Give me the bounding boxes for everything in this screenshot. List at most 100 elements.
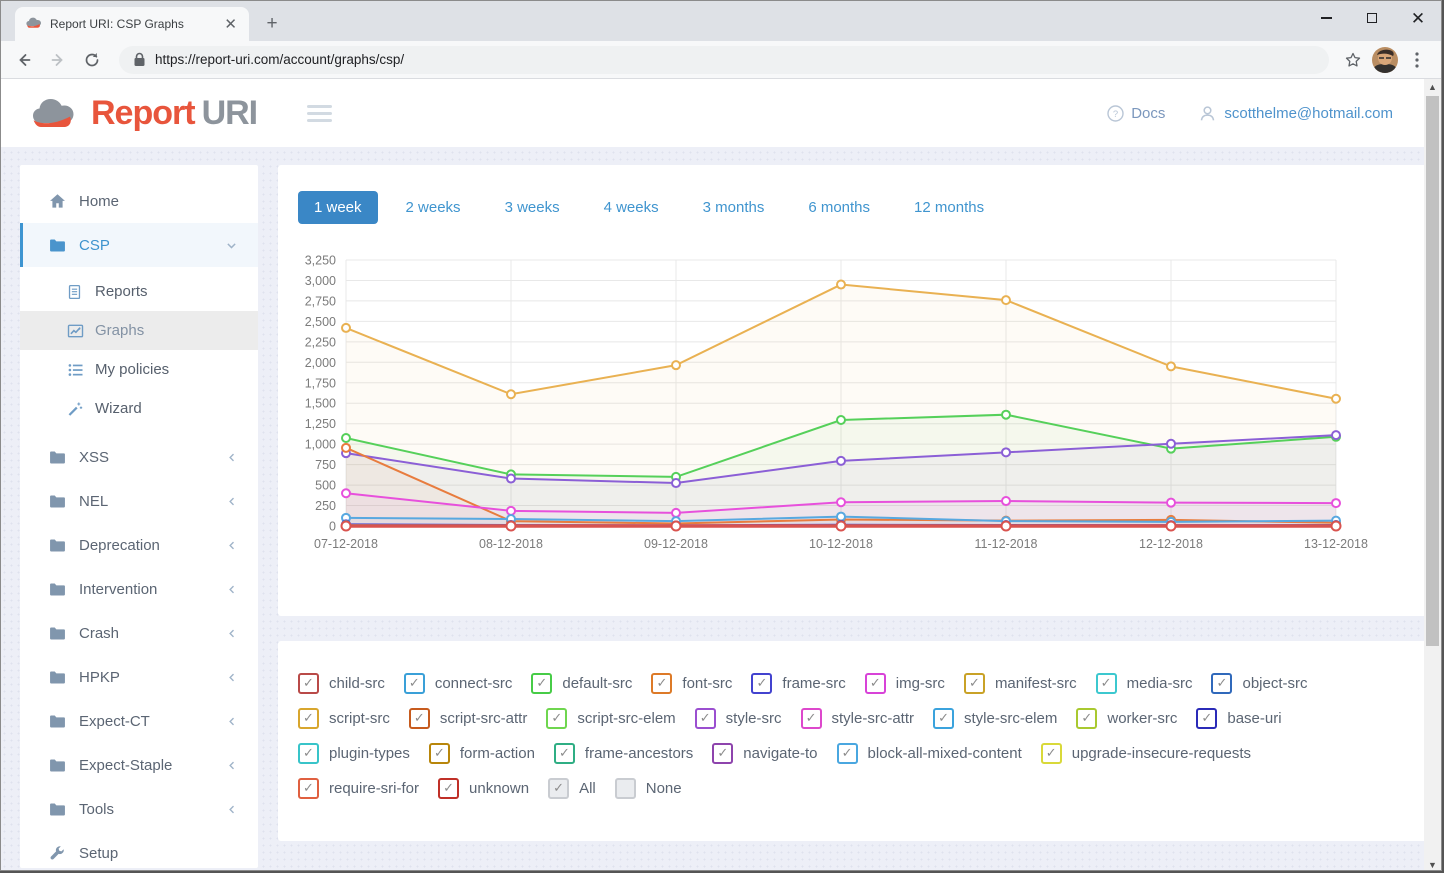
range-tab-6-months[interactable]: 6 months <box>808 199 871 216</box>
scrollbar-thumb[interactable] <box>1426 96 1439 646</box>
sidebar-item-wizard[interactable]: Wizard <box>20 389 258 428</box>
directive-label: manifest-src <box>994 674 1077 692</box>
kebab-menu-icon[interactable] <box>1403 46 1431 74</box>
scroll-down-icon[interactable]: ▼ <box>1428 860 1437 870</box>
directive-checkbox-default-src[interactable]: ✓ default-src <box>531 671 632 695</box>
checkbox-icon: ✓ <box>1211 672 1233 694</box>
directive-label: frame-ancestors <box>584 744 694 762</box>
directive-label: media-src <box>1126 674 1193 692</box>
docs-link[interactable]: ? Docs <box>1107 105 1165 122</box>
directive-checkbox-style-src-attr[interactable]: ✓ style-src-attr <box>800 706 915 730</box>
sidebar-item-tools[interactable]: Tools <box>20 787 258 831</box>
directive-checkbox-base-uri[interactable]: ✓ base-uri <box>1196 706 1282 730</box>
sidebar-item-deprecation[interactable]: Deprecation <box>20 523 258 567</box>
page: Report URI ? Docs scotthelme@hotmail.com <box>1 79 1441 870</box>
directive-checkbox-plugin-types[interactable]: ✓ plugin-types <box>298 741 410 765</box>
range-tab-2-weeks[interactable]: 2 weeks <box>405 199 461 216</box>
docs-label: Docs <box>1131 104 1166 122</box>
sidebar-item-crash[interactable]: Crash <box>20 611 258 655</box>
hamburger-icon[interactable] <box>307 104 333 122</box>
directive-checkbox-img-src[interactable]: ✓ img-src <box>864 671 945 695</box>
checkbox-icon: ✓ <box>1095 672 1117 694</box>
sidebar-item-label: HPKP <box>79 668 120 686</box>
scroll-up-icon[interactable]: ▲ <box>1428 82 1437 92</box>
star-icon[interactable] <box>1339 46 1367 74</box>
sidebar-item-graphs[interactable]: Graphs <box>20 311 258 350</box>
back-icon[interactable] <box>11 47 37 73</box>
checkbox-icon: ✓ <box>836 742 858 764</box>
directive-label: default-src <box>562 674 633 692</box>
chevron-left-icon <box>226 627 238 640</box>
sidebar-item-xss[interactable]: XSS <box>20 435 258 479</box>
range-tab-3-weeks[interactable]: 3 weeks <box>504 199 560 216</box>
directive-checkbox-none[interactable]: None <box>614 776 682 800</box>
sidebar-item-my-policies[interactable]: My policies <box>20 350 258 389</box>
lock-icon <box>133 52 146 67</box>
reporturi-logo[interactable]: Report URI <box>31 94 258 133</box>
directive-checkbox-navigate-to[interactable]: ✓ navigate-to <box>712 741 818 765</box>
sidebar-item-csp[interactable]: CSP <box>20 223 258 267</box>
graph-card: 1 week 2 weeks 3 weeks 4 weeks 3 months 6 mon… <box>278 165 1428 616</box>
svg-text:07-12-2018: 07-12-2018 <box>314 537 378 551</box>
sidebar-item-hpkp[interactable]: HPKP <box>20 655 258 699</box>
refresh-icon[interactable] <box>79 47 105 73</box>
home-icon <box>49 193 66 210</box>
sidebar-item-nel[interactable]: NEL <box>20 479 258 523</box>
sidebar-item-expect-ct[interactable]: Expect-CT <box>20 699 258 743</box>
range-tab-4-weeks[interactable]: 4 weeks <box>603 199 659 216</box>
sidebar-subgroup-csp: Reports Graphs My policies Wizard <box>20 267 258 435</box>
directive-checkbox-worker-src[interactable]: ✓ worker-src <box>1076 706 1177 730</box>
directive-checkbox-child-src[interactable]: ✓ child-src <box>298 671 385 695</box>
minimize-icon[interactable] <box>1303 1 1349 35</box>
directive-checkbox-all[interactable]: ✓ All <box>548 776 596 800</box>
directive-checkbox-object-src[interactable]: ✓ object-src <box>1211 671 1308 695</box>
directive-checkbox-font-src[interactable]: ✓ font-src <box>651 671 732 695</box>
checkbox-icon: ✓ <box>531 672 553 694</box>
range-tab-1-week[interactable]: 1 week <box>298 191 378 224</box>
sidebar-item-home[interactable]: Home <box>20 179 258 223</box>
close-tab-icon[interactable]: ✕ <box>224 15 237 33</box>
directive-checkbox-style-src-elem[interactable]: ✓ style-src-elem <box>933 706 1057 730</box>
browser-tab[interactable]: Report URI: CSP Graphs ✕ <box>15 7 249 41</box>
sidebar-item-intervention[interactable]: Intervention <box>20 567 258 611</box>
directive-label: style-src-attr <box>831 709 915 727</box>
directive-checkbox-script-src-attr[interactable]: ✓ script-src-attr <box>408 706 527 730</box>
directive-label: form-action <box>459 744 535 762</box>
folder-icon <box>49 625 66 642</box>
directive-checkbox-script-src-elem[interactable]: ✓ script-src-elem <box>546 706 676 730</box>
directive-checkbox-form-action[interactable]: ✓ form-action <box>428 741 535 765</box>
sidebar-item-reports[interactable]: Reports <box>20 272 258 311</box>
maximize-icon[interactable] <box>1349 1 1395 35</box>
folder-icon <box>49 537 66 554</box>
directive-checkbox-frame-ancestors[interactable]: ✓ frame-ancestors <box>553 741 694 765</box>
directive-checkbox-manifest-src[interactable]: ✓ manifest-src <box>963 671 1077 695</box>
range-tab-3-months[interactable]: 3 months <box>702 199 765 216</box>
directive-checkbox-script-src[interactable]: ✓ script-src <box>298 706 390 730</box>
directive-checkbox-media-src[interactable]: ✓ media-src <box>1095 671 1193 695</box>
checkbox-icon: ✓ <box>546 707 568 729</box>
directive-checkbox-style-src[interactable]: ✓ style-src <box>694 706 782 730</box>
sidebar-item-expect-staple[interactable]: Expect-Staple <box>20 743 258 787</box>
directive-checkbox-unknown[interactable]: ✓ unknown <box>438 776 529 800</box>
close-icon[interactable]: ✕ <box>1410 8 1426 28</box>
directive-checkbox-connect-src[interactable]: ✓ connect-src <box>403 671 512 695</box>
file-icon <box>67 283 84 300</box>
forward-icon[interactable] <box>45 47 71 73</box>
user-icon <box>1199 105 1216 122</box>
checkbox-icon: ✓ <box>298 777 319 799</box>
url-bar[interactable]: https://report-uri.com/account/graphs/cs… <box>119 45 1329 74</box>
sidebar-item-setup[interactable]: Setup <box>20 831 258 868</box>
directive-checkbox-upgrade-insecure-requests[interactable]: ✓ upgrade-insecure-requests <box>1040 741 1251 765</box>
account-menu[interactable]: scotthelme@hotmail.com <box>1199 105 1393 122</box>
avatar[interactable] <box>1371 46 1399 74</box>
cloud-logo <box>33 99 74 127</box>
directive-checkbox-require-sri-for[interactable]: ✓ require-sri-for <box>298 776 419 800</box>
page-scrollbar[interactable]: ▲ ▼ <box>1424 79 1441 870</box>
svg-text:13-12-2018: 13-12-2018 <box>1304 537 1368 551</box>
directive-checkbox-block-all-mixed-content[interactable]: ✓ block-all-mixed-content <box>836 741 1022 765</box>
question-icon: ? <box>1107 104 1124 122</box>
new-tab-icon[interactable]: + <box>266 13 278 34</box>
range-tab-12-months[interactable]: 12 months <box>914 199 985 216</box>
directive-checkbox-frame-src[interactable]: ✓ frame-src <box>751 671 846 695</box>
svg-text:1,500: 1,500 <box>305 397 336 411</box>
